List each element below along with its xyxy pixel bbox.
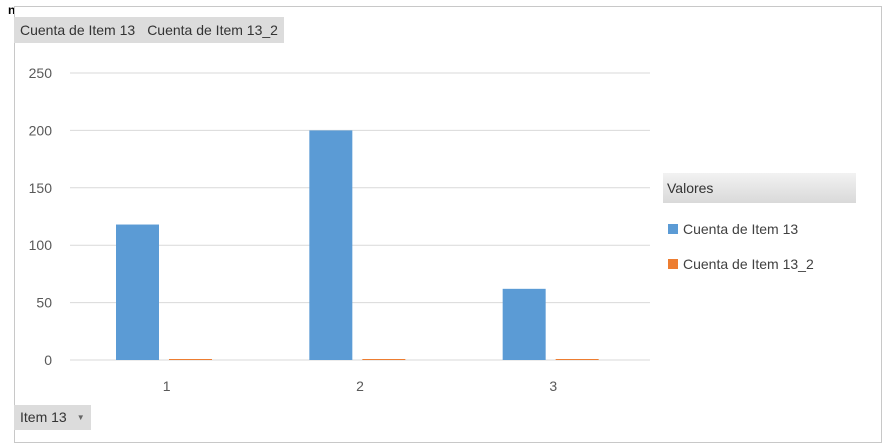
bar-series-2-cat-2[interactable] [362, 359, 406, 360]
left-margin: n [0, 0, 14, 448]
legend-item-series-1[interactable]: Cuenta de Item 13 [668, 219, 798, 239]
axis-field-label: Item 13 [20, 409, 67, 425]
legend-title[interactable]: Valores [663, 173, 856, 203]
value-field-buttons: Cuenta de Item 13 Cuenta de Item 13_2 [14, 17, 284, 43]
clipped-text: n [8, 3, 14, 17]
x-tick-label: 1 [163, 378, 171, 394]
pivot-chart-area[interactable] [14, 6, 882, 443]
bar-series-1-cat-1[interactable] [116, 224, 159, 360]
legend-swatch-series-2 [668, 259, 678, 269]
x-tick-label: 2 [356, 378, 364, 394]
bar-series-2-cat-3[interactable] [555, 359, 599, 360]
value-field-button-2[interactable]: Cuenta de Item 13_2 [141, 17, 284, 43]
legend-label-series-2: Cuenta de Item 13_2 [683, 256, 814, 272]
x-tick-label: 3 [549, 378, 557, 394]
chevron-down-icon[interactable]: ▼ [76, 413, 85, 422]
legend-swatch-series-1 [668, 224, 678, 234]
bar-series-1-cat-2[interactable] [309, 130, 353, 360]
y-tick-label: 200 [29, 122, 53, 138]
y-tick-label: 0 [44, 352, 52, 368]
axis-field-button[interactable]: Item 13 ▼ [14, 405, 91, 430]
y-tick-label: 100 [29, 237, 53, 253]
legend-label-series-1: Cuenta de Item 13 [683, 221, 799, 237]
legend-item-series-2[interactable]: Cuenta de Item 13_2 [668, 254, 814, 274]
y-tick-label: 50 [36, 295, 52, 311]
bar-series-2-cat-1[interactable] [169, 359, 212, 360]
bar-series-1-cat-3[interactable] [502, 288, 546, 360]
value-field-button-1[interactable]: Cuenta de Item 13 [14, 17, 142, 43]
y-tick-label: 250 [29, 65, 53, 81]
y-tick-label: 150 [29, 180, 53, 196]
